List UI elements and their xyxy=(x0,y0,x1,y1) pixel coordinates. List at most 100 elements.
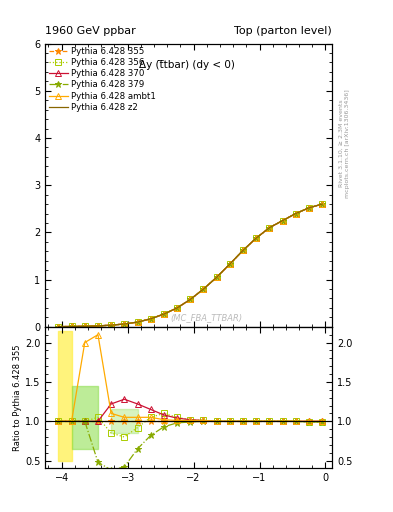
Text: mcplots.cern.ch [arXiv:1306.3436]: mcplots.cern.ch [arXiv:1306.3436] xyxy=(345,89,350,198)
Pythia 6.428 356 xyxy=(69,324,74,330)
Pythia 6.428 370 xyxy=(228,261,232,267)
Pythia 6.428 370 xyxy=(280,218,285,224)
Pythia 6.428 z2 xyxy=(320,201,325,207)
Text: Δy (t̅tbar) (dy < 0): Δy (t̅tbar) (dy < 0) xyxy=(139,60,235,70)
Line: Pythia 6.428 356: Pythia 6.428 356 xyxy=(55,201,325,329)
Line: Pythia 6.428 z2: Pythia 6.428 z2 xyxy=(59,204,322,327)
Pythia 6.428 ambt1 xyxy=(254,235,259,241)
Pythia 6.428 ambt1 xyxy=(280,218,285,224)
Pythia 6.428 370 xyxy=(214,274,219,281)
Pythia 6.428 356 xyxy=(122,321,127,327)
Pythia 6.428 z2 xyxy=(162,311,166,317)
Pythia 6.428 356 xyxy=(267,225,272,231)
Pythia 6.428 379 xyxy=(307,205,311,211)
Pythia 6.428 356 xyxy=(294,210,298,217)
Pythia 6.428 ambt1 xyxy=(214,274,219,281)
Pythia 6.428 379 xyxy=(254,235,259,241)
Pythia 6.428 356 xyxy=(201,286,206,292)
Pythia 6.428 379 xyxy=(175,305,180,311)
Pythia 6.428 370 xyxy=(188,296,193,303)
Line: Pythia 6.428 355: Pythia 6.428 355 xyxy=(55,201,326,330)
Pythia 6.428 370 xyxy=(241,247,245,253)
Pythia 6.428 z2 xyxy=(241,247,245,253)
Pythia 6.428 356 xyxy=(241,247,245,253)
Pythia 6.428 355 xyxy=(188,296,193,303)
Pythia 6.428 370 xyxy=(83,323,87,329)
Pythia 6.428 ambt1 xyxy=(109,322,114,328)
Pythia 6.428 355 xyxy=(175,305,180,311)
Pythia 6.428 355 xyxy=(135,319,140,325)
Pythia 6.428 355 xyxy=(228,261,232,267)
Pythia 6.428 z2 xyxy=(69,324,74,330)
Pythia 6.428 379 xyxy=(162,311,166,317)
Pythia 6.428 ambt1 xyxy=(320,201,325,207)
Pythia 6.428 356 xyxy=(149,316,153,322)
Pythia 6.428 355 xyxy=(241,247,245,253)
Pythia 6.428 355 xyxy=(109,322,114,328)
Pythia 6.428 z2 xyxy=(175,305,180,311)
Line: Pythia 6.428 370: Pythia 6.428 370 xyxy=(55,201,325,329)
Text: Rivet 3.1.10, ≥ 2.3M events: Rivet 3.1.10, ≥ 2.3M events xyxy=(339,99,344,187)
Pythia 6.428 z2 xyxy=(188,296,193,303)
Pythia 6.428 ambt1 xyxy=(135,319,140,325)
Pythia 6.428 z2 xyxy=(109,322,114,328)
Pythia 6.428 356 xyxy=(254,235,259,241)
Pythia 6.428 355 xyxy=(307,205,311,211)
Pythia 6.428 z2 xyxy=(56,324,61,330)
Pythia 6.428 355 xyxy=(201,286,206,292)
Pythia 6.428 370 xyxy=(122,321,127,327)
Pythia 6.428 379 xyxy=(135,319,140,325)
Pythia 6.428 355 xyxy=(95,323,100,329)
Pythia 6.428 370 xyxy=(267,225,272,231)
Pythia 6.428 370 xyxy=(254,235,259,241)
Pythia 6.428 ambt1 xyxy=(149,316,153,322)
Pythia 6.428 ambt1 xyxy=(162,311,166,317)
Pythia 6.428 355 xyxy=(320,201,325,207)
Pythia 6.428 z2 xyxy=(280,218,285,224)
Y-axis label: Ratio to Pythia 6.428 355: Ratio to Pythia 6.428 355 xyxy=(13,345,22,451)
Pythia 6.428 ambt1 xyxy=(294,210,298,217)
Pythia 6.428 356 xyxy=(280,218,285,224)
Pythia 6.428 ambt1 xyxy=(267,225,272,231)
Pythia 6.428 ambt1 xyxy=(83,323,87,329)
Pythia 6.428 355 xyxy=(56,324,61,330)
Pythia 6.428 379 xyxy=(122,321,127,327)
Pythia 6.428 370 xyxy=(320,201,325,207)
Pythia 6.428 ambt1 xyxy=(307,205,311,211)
Pythia 6.428 ambt1 xyxy=(228,261,232,267)
Pythia 6.428 379 xyxy=(201,286,206,292)
Text: 1960 GeV ppbar: 1960 GeV ppbar xyxy=(45,26,136,36)
Pythia 6.428 379 xyxy=(95,323,100,329)
Pythia 6.428 379 xyxy=(188,296,193,303)
Pythia 6.428 370 xyxy=(56,324,61,330)
Pythia 6.428 z2 xyxy=(122,321,127,327)
Pythia 6.428 355 xyxy=(162,311,166,317)
Pythia 6.428 379 xyxy=(294,210,298,217)
Pythia 6.428 z2 xyxy=(201,286,206,292)
Text: Top (parton level): Top (parton level) xyxy=(234,26,332,36)
Pythia 6.428 355 xyxy=(122,321,127,327)
Pythia 6.428 379 xyxy=(214,274,219,281)
Pythia 6.428 356 xyxy=(109,322,114,328)
Pythia 6.428 z2 xyxy=(294,210,298,217)
Pythia 6.428 370 xyxy=(307,205,311,211)
Pythia 6.428 z2 xyxy=(83,323,87,329)
Pythia 6.428 379 xyxy=(267,225,272,231)
Pythia 6.428 ambt1 xyxy=(241,247,245,253)
Pythia 6.428 379 xyxy=(228,261,232,267)
Pythia 6.428 356 xyxy=(214,274,219,281)
Pythia 6.428 356 xyxy=(228,261,232,267)
Pythia 6.428 356 xyxy=(135,319,140,325)
Pythia 6.428 355 xyxy=(149,316,153,322)
Pythia 6.428 ambt1 xyxy=(56,324,61,330)
Pythia 6.428 370 xyxy=(294,210,298,217)
Pythia 6.428 379 xyxy=(280,218,285,224)
Pythia 6.428 370 xyxy=(95,323,100,329)
Pythia 6.428 370 xyxy=(162,311,166,317)
Pythia 6.428 379 xyxy=(83,323,87,329)
Pythia 6.428 ambt1 xyxy=(95,323,100,329)
Pythia 6.428 z2 xyxy=(267,225,272,231)
Pythia 6.428 356 xyxy=(83,323,87,329)
Pythia 6.428 356 xyxy=(56,324,61,330)
Pythia 6.428 370 xyxy=(135,319,140,325)
